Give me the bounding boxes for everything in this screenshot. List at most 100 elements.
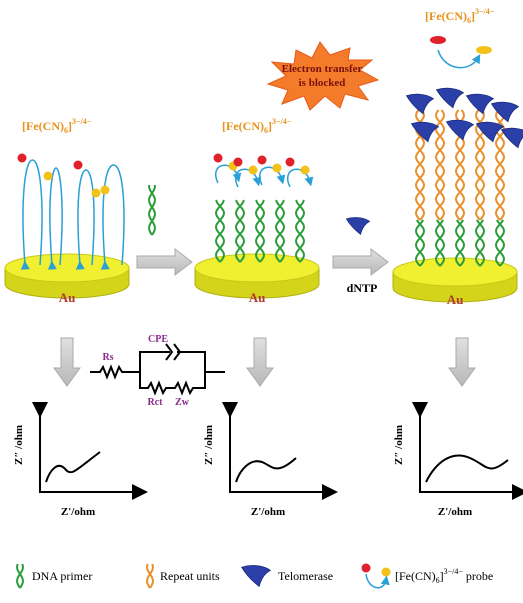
process-arrow — [332, 247, 389, 277]
probe-ion — [361, 563, 371, 573]
circuit-label: Rs — [102, 352, 113, 363]
y-axis-label: Z″ /ohm — [393, 425, 405, 465]
electron-path — [100, 164, 125, 270]
impedance-curve — [45, 451, 101, 483]
dna-strand — [215, 199, 225, 263]
process-arrow — [448, 337, 476, 387]
electrode-label: Au — [249, 290, 266, 305]
probe-ion — [381, 567, 391, 577]
x-axis-label: Z'/ohm — [438, 506, 472, 518]
dna-strand — [146, 563, 154, 589]
impedance-curve — [235, 457, 297, 483]
dna-strand — [235, 199, 245, 263]
probe-ion — [430, 36, 446, 44]
probe-label: [Fe(CN)6]3−/4− — [22, 117, 92, 135]
dna-strand — [148, 185, 156, 236]
dna-strand — [275, 199, 285, 263]
probe-ion — [100, 185, 110, 195]
circuit-label: Zw — [175, 397, 190, 408]
dna-strand — [435, 219, 445, 267]
dna-strand — [455, 219, 465, 267]
probe-label: [Fe(CN)6]3−/4− — [425, 7, 495, 25]
electron-path — [287, 168, 314, 188]
impedance-curve — [425, 454, 509, 483]
electron-path — [235, 168, 262, 188]
telomerase — [501, 127, 523, 149]
y-axis-label: Z″ /ohm — [203, 425, 215, 465]
telomerase — [476, 121, 504, 143]
telomerase — [436, 87, 464, 109]
dna-strand — [495, 109, 505, 221]
dna-strand — [275, 199, 285, 263]
dna-strand — [255, 199, 265, 263]
electron-path — [437, 49, 481, 69]
legend-label: [Fe(CN)6]3−/4− probe — [395, 567, 493, 585]
telomerase — [406, 93, 434, 115]
probe-ion — [73, 160, 83, 170]
probe-ion — [300, 165, 310, 175]
dna-strand — [435, 219, 445, 267]
legend-label: Repeat units — [160, 569, 220, 583]
telomerase — [241, 565, 271, 587]
probe-ion — [233, 157, 243, 167]
probe-ion — [17, 153, 27, 163]
dna-strand — [235, 199, 245, 263]
axis — [32, 402, 148, 500]
diagram-layer — [4, 36, 523, 589]
process-arrow — [136, 247, 193, 277]
electron-path — [75, 169, 95, 270]
circuit-label: CPE — [148, 334, 168, 345]
telomerase — [446, 119, 474, 141]
dna-strand — [455, 219, 465, 267]
dna-strand — [435, 109, 445, 221]
dna-strand — [146, 563, 154, 589]
telomerase — [466, 93, 494, 115]
dna-strand — [495, 219, 505, 267]
probe-label: [Fe(CN)6]3−/4− — [222, 117, 292, 135]
electrode-label: Au — [447, 292, 464, 307]
telomerase — [411, 121, 439, 143]
x-axis-label: Z'/ohm — [251, 506, 285, 518]
probe-ion — [257, 155, 267, 165]
dna-strand — [16, 563, 24, 589]
probe-ion — [272, 163, 282, 173]
probe-ion — [91, 188, 101, 198]
dna-strand — [475, 219, 485, 267]
electron-path — [259, 166, 286, 186]
electrode-top — [4, 253, 130, 283]
legend-label: DNA primer — [32, 569, 92, 583]
legend-label: Telomerase — [278, 569, 333, 583]
process-arrow — [246, 337, 274, 387]
electrode-label: Au — [59, 290, 76, 305]
dna-strand — [295, 199, 305, 263]
y-axis-label: Z″ /ohm — [13, 425, 25, 465]
telomerase — [491, 101, 519, 123]
dntp-label: dNTP — [347, 281, 378, 295]
electrode-top — [392, 257, 518, 287]
process-arrow — [53, 337, 81, 387]
dna-strand — [295, 199, 305, 263]
starburst — [266, 41, 380, 111]
probe-ion — [43, 171, 53, 181]
dna-strand — [16, 563, 24, 589]
probe-ion — [213, 153, 223, 163]
dna-strand — [495, 219, 505, 267]
electron-path — [20, 159, 43, 270]
dna-strand — [215, 199, 225, 263]
blocked-note: is blocked — [299, 77, 346, 89]
dna-strand — [475, 219, 485, 267]
electron-path — [215, 164, 242, 184]
axis — [222, 402, 338, 500]
electron-path — [47, 167, 63, 270]
circuit-label: Rct — [148, 397, 164, 408]
telomerase — [345, 217, 371, 235]
electron-path — [365, 573, 390, 589]
dna-strand — [415, 219, 425, 267]
blocked-note: Electron transfer — [282, 63, 363, 75]
probe-ion — [476, 46, 492, 54]
dna-strand — [255, 199, 265, 263]
axis — [412, 402, 523, 500]
probe-ion — [248, 165, 258, 175]
circuit — [90, 343, 225, 396]
